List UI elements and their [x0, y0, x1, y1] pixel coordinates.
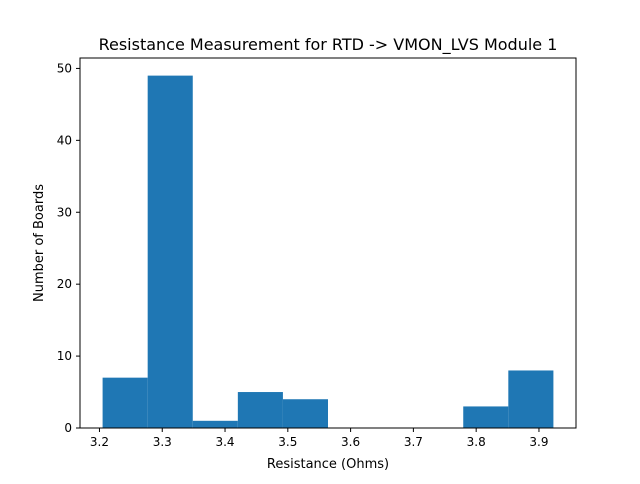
x-tick-label: 3.7: [404, 435, 423, 449]
y-axis-ticks: 0 10 20 30 40 50: [57, 61, 80, 435]
y-tick-label: 30: [57, 205, 72, 219]
y-tick-label: 0: [64, 421, 72, 435]
y-axis-label: Number of Boards: [32, 184, 47, 302]
x-tick-label: 3.6: [341, 435, 360, 449]
bars-group: [102, 75, 554, 429]
y-tick-label: 20: [57, 277, 72, 291]
x-tick-label: 3.4: [215, 435, 234, 449]
x-tick-label: 3.9: [529, 435, 548, 449]
histogram-bar-3: [237, 392, 283, 428]
x-axis-ticks: 3.2 3.3 3.4 3.5 3.6 3.7 3.8 3.9: [90, 428, 549, 449]
x-tick-label: 3.2: [90, 435, 109, 449]
histogram-bar-9: [508, 370, 554, 428]
plot-frame: [79, 57, 577, 429]
histogram-bar-1: [147, 75, 193, 429]
histogram-bar-2: [192, 420, 238, 428]
x-tick-label: 3.8: [467, 435, 486, 449]
histogram-bar-0: [102, 377, 148, 428]
x-tick-label: 3.3: [153, 435, 172, 449]
y-tick-label: 40: [57, 133, 72, 147]
chart-title: Resistance Measurement for RTD -> VMON_L…: [99, 35, 558, 55]
x-tick-label: 3.5: [278, 435, 297, 449]
y-tick-label: 50: [57, 61, 72, 75]
y-tick-label: 10: [57, 349, 72, 363]
histogram-bar-4: [282, 399, 328, 428]
x-axis-label: Resistance (Ohms): [267, 457, 389, 472]
histogram-bar-8: [463, 406, 509, 428]
